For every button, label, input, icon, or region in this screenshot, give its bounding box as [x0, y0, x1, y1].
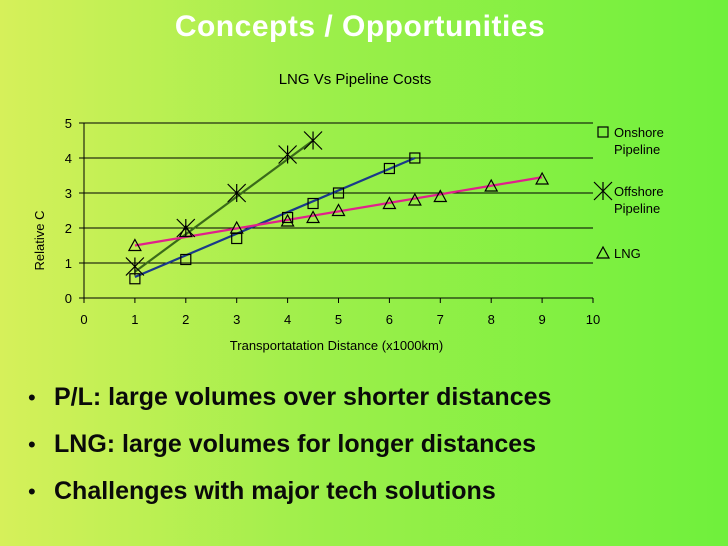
y-tick-label: 2 [65, 221, 72, 236]
x-tick-label: 1 [131, 312, 138, 327]
legend-label: Pipeline [614, 142, 660, 157]
point-square [409, 152, 421, 164]
chart-title: LNG Vs Pipeline Costs [279, 71, 432, 88]
point-triangle [382, 196, 397, 210]
point-triangle [331, 203, 346, 217]
legend-label: Onshore [614, 125, 664, 140]
x-tick-label: 8 [488, 312, 495, 327]
legend-label: Offshore [614, 184, 664, 199]
x-tick-label: 6 [386, 312, 393, 327]
point-triangle [535, 171, 550, 185]
y-tick-label: 5 [65, 116, 72, 131]
bullet-item: • Challenges with major tech solutions [28, 468, 551, 515]
point-triangle [484, 178, 499, 192]
point-star [303, 131, 323, 150]
point-star [278, 145, 298, 164]
x-tick-label: 2 [182, 312, 189, 327]
bullet-icon: • [28, 385, 36, 410]
point-triangle [306, 210, 321, 224]
point-square [332, 187, 345, 199]
point-triangle [229, 220, 244, 234]
legend-marker [593, 181, 613, 201]
point-triangle [407, 192, 422, 206]
trendline-triangle [134, 176, 543, 247]
bullet-item: • P/L: large volumes over shorter distanc… [28, 374, 551, 421]
y-axis-title: Relative C [32, 211, 47, 271]
point-square [307, 197, 319, 210]
point-star [176, 218, 196, 238]
legend-label: LNG [614, 246, 641, 261]
point-triangle [178, 224, 193, 238]
bullet-list: • P/L: large volumes over shorter distanc… [28, 374, 551, 515]
x-tick-label: 10 [586, 312, 600, 327]
x-tick-label: 4 [284, 312, 291, 327]
trendline-square [134, 156, 416, 279]
y-tick-label: 1 [65, 256, 72, 271]
x-axis-title: Transportatation Distance (x1000km) [230, 338, 443, 353]
y-tick-label: 3 [65, 186, 72, 201]
bullet-icon: • [28, 432, 36, 457]
bullet-text: P/L: large volumes over shorter distance… [54, 383, 552, 411]
cost-chart: LNG Vs Pipeline Costs 0 1 2 3 4 5 0 1 2 3 4 5 6 7 8 9 10 T… [32, 71, 664, 353]
y-tick-label: 0 [65, 291, 72, 306]
legend-label: Pipeline [614, 201, 660, 216]
legend-marker [597, 126, 609, 138]
bullet-icon: • [28, 479, 36, 504]
x-tick-label: 0 [80, 312, 87, 327]
point-square [383, 162, 395, 175]
bullet-text: LNG: large volumes for longer distances [54, 430, 537, 458]
point-star [125, 257, 145, 276]
bullet-text: Challenges with major tech solutions [54, 477, 496, 505]
bullet-item: • LNG: large volumes for longer distances [28, 421, 551, 468]
point-triangle [280, 213, 295, 227]
point-square [180, 253, 192, 266]
point-square [282, 211, 294, 224]
y-tick-label: 4 [65, 151, 72, 166]
x-tick-label: 7 [437, 312, 444, 327]
x-tick-label: 5 [335, 312, 342, 327]
point-triangle [127, 238, 142, 252]
x-tick-label: 3 [233, 312, 240, 327]
point-star [227, 183, 247, 203]
slide-title: Concepts / Opportunities [174, 10, 546, 43]
point-triangle [433, 189, 448, 203]
trendline-star [134, 139, 314, 273]
legend-marker [595, 245, 611, 259]
x-tick-label: 9 [538, 312, 545, 327]
